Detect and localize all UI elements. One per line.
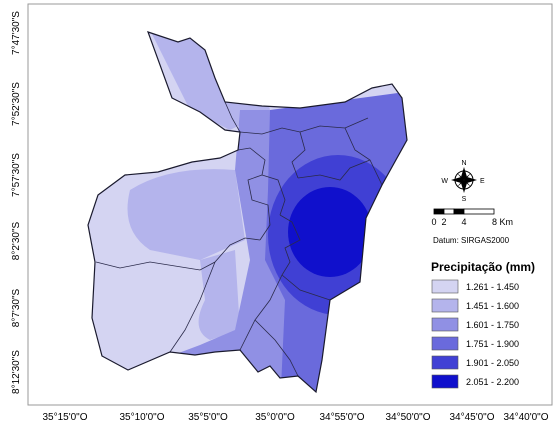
- lat-tick: 8°7'30"S: [11, 288, 22, 327]
- legend-label: 1.261 - 1.450: [466, 282, 519, 292]
- legend-swatch: [431, 317, 459, 332]
- lat-tick: 8°12'30"S: [11, 350, 22, 394]
- lon-tick: 35°5'0"O: [188, 412, 228, 423]
- lat-tick: 7°47'30"S: [11, 11, 22, 55]
- legend-swatch: [431, 298, 459, 313]
- datum-label: Datum: SIRGAS2000: [433, 236, 510, 245]
- lon-tick: 35°0'0"O: [255, 412, 295, 423]
- legend-label: 1.751 - 1.900: [466, 339, 519, 349]
- municipal-boundaries: [95, 101, 383, 377]
- zone-2: [127, 32, 270, 340]
- compass-n: N: [461, 160, 466, 167]
- lon-tick: 34°55'0"O: [319, 412, 364, 423]
- legend-label: 1.601 - 1.750: [466, 320, 519, 330]
- map-frame-border: [27, 3, 553, 406]
- legend-label: 1.901 - 2.050: [466, 358, 519, 368]
- legend-label: 1.451 - 1.600: [466, 301, 519, 311]
- lon-tick: 34°40'0"O: [503, 412, 548, 423]
- compass-s: S: [462, 196, 467, 203]
- lat-tick: 7°57'30"S: [11, 153, 22, 197]
- compass-rose-icon: N S E W: [441, 160, 485, 203]
- legend-swatch: [431, 279, 459, 294]
- lon-tick: 34°50'0"O: [385, 412, 430, 423]
- scale-tick-label: 4: [461, 217, 466, 227]
- longitude-axis: 35°15'0"O 35°10'0"O 35°5'0"O 35°0'0"O 34…: [42, 412, 548, 423]
- lon-tick: 35°15'0"O: [42, 412, 87, 423]
- region-outline: [87, 31, 408, 394]
- compass-w: W: [441, 178, 448, 185]
- precipitation-zones: [88, 32, 407, 392]
- legend-swatch: [431, 336, 459, 351]
- legend-swatch: [431, 355, 459, 370]
- scale-tick-label: 0: [431, 217, 436, 227]
- legend-title: Precipitação (mm): [431, 260, 535, 274]
- compass-e: E: [480, 178, 485, 185]
- scale-tick-label: 2: [441, 217, 446, 227]
- lat-tick: 7°52'30"S: [11, 82, 22, 126]
- legend: Precipitação (mm) 1.261 - 1.450 1.451 - 1…: [431, 260, 535, 389]
- legend-swatch: [431, 374, 459, 389]
- scale-bar: 0 2 4 8 Km: [431, 208, 513, 227]
- zone-6: [288, 187, 372, 277]
- lon-tick: 35°10'0"O: [119, 412, 164, 423]
- scale-tick-label: 8 Km: [492, 217, 513, 227]
- latitude-axis: 7°47'30"S 7°52'30"S 7°57'30"S 8°2'30"S 8…: [11, 11, 22, 394]
- lat-tick: 8°2'30"S: [11, 221, 22, 260]
- legend-label: 2.051 - 2.200: [466, 377, 519, 387]
- lon-tick: 34°45'0"O: [449, 412, 494, 423]
